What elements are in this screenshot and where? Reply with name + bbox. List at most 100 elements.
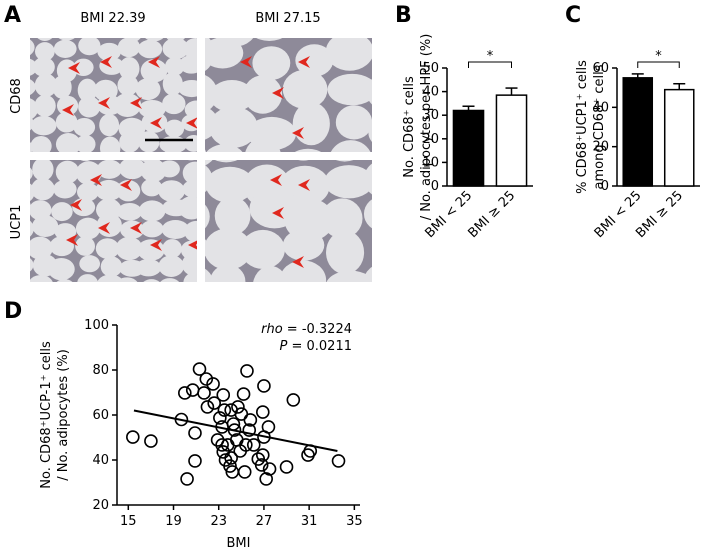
adipocyte: [282, 69, 328, 109]
adipocyte: [77, 274, 98, 282]
adipocyte: [95, 238, 120, 259]
annotation-label: rho: [261, 322, 283, 337]
fit-line: [133, 409, 338, 452]
point: [200, 400, 215, 414]
arrowhead: [68, 62, 80, 74]
arrowhead: [186, 117, 197, 129]
adipocyte: [178, 196, 197, 220]
point: [192, 362, 207, 376]
point: [331, 454, 346, 468]
adipocyte: [140, 59, 168, 83]
point: [242, 423, 257, 437]
arrowhead: [98, 222, 110, 234]
adipocyte: [77, 78, 98, 102]
adipocyte: [158, 255, 185, 277]
adipocyte: [162, 3, 209, 35]
adipocyte: [182, 161, 197, 185]
adipocyte: [100, 256, 123, 277]
adipocyte: [75, 236, 95, 256]
adipocyte: [363, 199, 372, 229]
y-tick-label: 40: [592, 100, 609, 115]
adipocyte: [96, 160, 122, 179]
significance-bracket: [637, 61, 680, 68]
panel-letter: B: [395, 3, 412, 28]
point: [239, 438, 253, 452]
adipocyte: [30, 115, 57, 136]
column-label: BMI 27.15: [255, 11, 320, 26]
point: [199, 372, 214, 386]
adipocyte: [295, 44, 334, 77]
adipocyte: [205, 38, 244, 69]
adipocyte: [99, 113, 120, 137]
adipocyte: [158, 180, 185, 202]
significance: *: [655, 49, 662, 64]
adipocyte: [34, 94, 56, 117]
adipocyte: [327, 73, 372, 106]
arrowhead: [240, 56, 252, 68]
adipocyte: [32, 160, 54, 181]
adipocyte: [243, 75, 283, 114]
adipocyte: [159, 160, 180, 178]
adipocyte: [32, 57, 55, 77]
adipocyte: [30, 167, 33, 180]
adipocyte: [183, 271, 197, 282]
adipocyte: [184, 100, 197, 119]
adipocyte: [37, 38, 53, 41]
adipocyte: [30, 136, 52, 152]
adipocyte: [183, 38, 197, 60]
y-axis-label: / No. adipocytes per HPF (%): [419, 34, 434, 221]
annotation: P = 0.0211: [280, 339, 353, 354]
adipocyte: [10, 149, 31, 172]
x-tick-label: 31: [301, 514, 318, 529]
arrowhead: [292, 256, 304, 268]
point: [206, 377, 220, 391]
adipocyte: [53, 179, 77, 199]
arrowhead: [130, 97, 142, 109]
adipocyte: [240, 229, 285, 270]
adipocyte: [162, 93, 186, 115]
row-label: CD68: [9, 78, 24, 114]
adipocyte: [178, 80, 197, 98]
bar: [663, 88, 695, 187]
panel-letter: D: [4, 299, 22, 324]
adipocyte: [330, 140, 371, 152]
point: [246, 438, 261, 452]
point: [261, 420, 276, 434]
x-tick-label: 35: [346, 514, 363, 529]
adipocyte: [205, 166, 255, 203]
adipocyte: [30, 79, 36, 95]
bar: [622, 77, 654, 187]
arrowhead: [66, 234, 78, 246]
adipocyte: [119, 56, 140, 81]
adipocyte: [209, 106, 258, 148]
adipocyte: [215, 160, 238, 163]
adipocyte: [298, 160, 309, 161]
arrowhead: [70, 199, 82, 211]
adipocyte: [325, 38, 372, 71]
adipocyte: [97, 274, 124, 282]
adipocyte: [56, 279, 73, 282]
micrograph: [30, 160, 197, 282]
adipocyte: [370, 45, 372, 60]
arrowhead: [98, 97, 110, 109]
adipocyte: [30, 200, 52, 221]
adipocyte: [181, 252, 197, 277]
adipocyte: [210, 264, 246, 282]
adipocyte: [294, 148, 322, 152]
annotation-text: = -0.3224: [287, 322, 352, 337]
arrowhead: [150, 239, 162, 251]
y-tick-label: 0: [601, 179, 609, 194]
point: [224, 451, 238, 465]
panel-letter: A: [4, 3, 21, 28]
point: [217, 403, 232, 417]
adipocyte: [165, 57, 185, 76]
adipocyte: [113, 93, 142, 118]
adipocyte: [253, 265, 288, 282]
adipocyte: [115, 236, 143, 261]
adipocyte: [58, 38, 75, 41]
adipocyte: [256, 38, 283, 41]
adipocyte: [30, 141, 33, 152]
adipocyte: [55, 111, 78, 133]
micrograph: [162, 3, 372, 152]
